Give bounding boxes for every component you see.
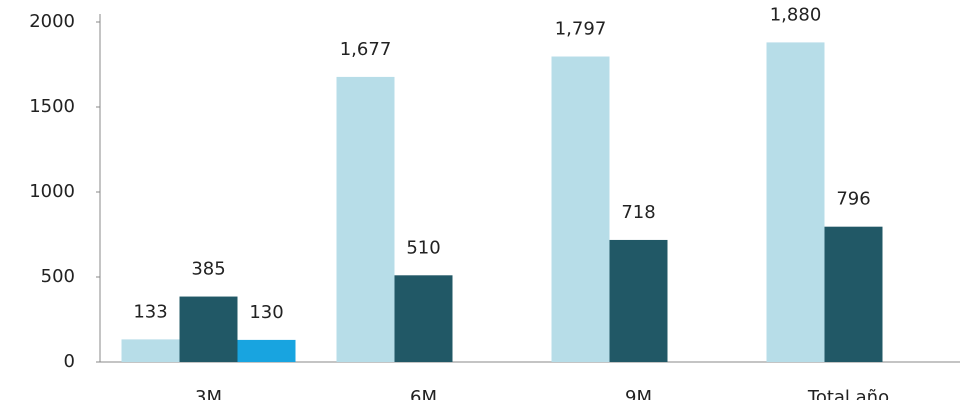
x-tick-label: Total año bbox=[807, 387, 889, 400]
bar bbox=[121, 339, 180, 362]
data-label: 1,677 bbox=[340, 39, 392, 60]
bar bbox=[336, 76, 395, 362]
bar bbox=[824, 226, 883, 362]
bar bbox=[766, 42, 825, 363]
bar bbox=[551, 56, 610, 362]
y-tick-label: 2000 bbox=[29, 11, 75, 32]
bar bbox=[609, 239, 668, 362]
data-label: 796 bbox=[836, 189, 870, 210]
data-label: 133 bbox=[133, 301, 167, 322]
y-tick-label: 0 bbox=[64, 351, 75, 372]
data-label: 718 bbox=[621, 202, 655, 223]
y-tick-label: 1000 bbox=[29, 181, 75, 202]
bar bbox=[394, 275, 453, 362]
bar bbox=[179, 296, 238, 362]
y-tick-label: 1500 bbox=[29, 96, 75, 117]
bar bbox=[237, 339, 296, 362]
x-tick-label: 9M bbox=[625, 387, 652, 400]
x-tick-label: 6M bbox=[410, 387, 437, 400]
data-label: 1,797 bbox=[555, 19, 607, 40]
data-label: 130 bbox=[249, 302, 283, 323]
x-tick-label: 3M bbox=[195, 387, 222, 400]
y-tick-label: 500 bbox=[41, 266, 75, 287]
data-label: 510 bbox=[406, 237, 440, 258]
data-label: 385 bbox=[191, 259, 225, 280]
data-label: 1,880 bbox=[770, 4, 822, 25]
